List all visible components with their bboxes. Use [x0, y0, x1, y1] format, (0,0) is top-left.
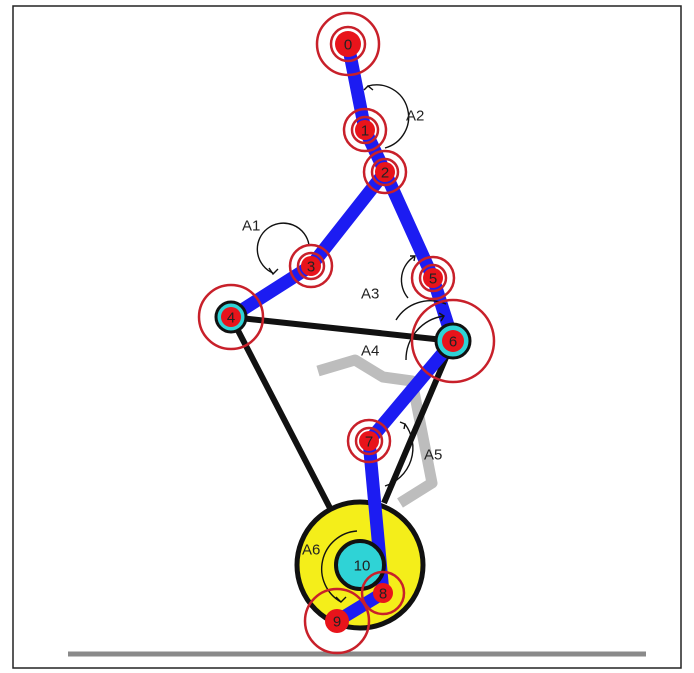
- ring-1-inner: [350, 115, 380, 145]
- joint-7-disc: [359, 431, 379, 451]
- arc-a1-arrow: [268, 267, 279, 276]
- joint-4-disc: [221, 307, 241, 327]
- angle-label-a2: A2: [406, 108, 424, 125]
- ring-2-inner: [370, 157, 400, 187]
- link-6-7-8-9: [330, 334, 460, 628]
- joint-label-10: 10: [354, 558, 371, 575]
- arc-a2-arrow: [363, 85, 374, 91]
- joint-9-disc: [325, 609, 349, 633]
- joint-label-9: 9: [333, 614, 341, 631]
- ring-0-inner: [329, 25, 367, 63]
- bar-4-6: [230, 314, 454, 344]
- joint-8-disc: [373, 583, 393, 603]
- ring-4-outer: [197, 283, 265, 351]
- gray-bracket: [316, 354, 438, 508]
- bar-6-wheel: [381, 339, 456, 505]
- joint-label-6: 6: [449, 334, 457, 351]
- joint-label-5: 5: [429, 271, 437, 288]
- arc-a4: [405, 315, 445, 361]
- joint-5-disc: [423, 268, 443, 288]
- arc-a5-arrow: [399, 421, 406, 430]
- joint-labels: 0 1 2 3 4 5 6 7 8 9 10: [227, 37, 457, 631]
- joint-rings: [197, 11, 496, 655]
- joint-3-disc: [301, 256, 321, 276]
- ring-8-outer: [360, 570, 406, 616]
- joint-label-3: 3: [307, 259, 315, 276]
- joint-label-4: 4: [227, 310, 235, 327]
- arc-a4-arrow: [438, 312, 445, 322]
- frame-bars: [228, 314, 456, 512]
- ring-7-outer: [346, 418, 392, 464]
- angle-label-a6: A6: [302, 542, 320, 559]
- arc-a1: [256, 222, 310, 274]
- arc-a6-arrow: [335, 596, 347, 603]
- arc-a3-arrow: [410, 255, 416, 262]
- ring-3-inner: [296, 251, 326, 281]
- joint-label-2: 2: [381, 165, 389, 182]
- angle-labels: A1 A2 A3 A4 A5 A6: [242, 108, 442, 559]
- joint-6-disc: [442, 330, 464, 352]
- joint-2-disc: [375, 162, 395, 182]
- pivot-10-cyan: [334, 539, 386, 591]
- ring-9-outer: [303, 587, 371, 655]
- angle-arcs: [256, 84, 447, 603]
- arc-a5: [384, 423, 414, 487]
- ring-5-outer: [410, 255, 456, 301]
- arc-a6: [320, 530, 358, 603]
- joint-discs: [221, 31, 464, 633]
- joint-0-disc: [335, 31, 361, 57]
- arc-a3: [400, 255, 416, 299]
- angle-label-a5: A5: [424, 447, 442, 464]
- ring-2-outer: [362, 149, 408, 195]
- joint-label-0: 0: [344, 37, 352, 54]
- joint-label-7: 7: [365, 434, 373, 451]
- ring-3-outer: [288, 243, 334, 289]
- ring-5-inner: [418, 263, 448, 293]
- bar-4-wheel: [228, 315, 334, 512]
- angle-label-a1: A1: [242, 218, 260, 235]
- joint-1-disc: [355, 120, 375, 140]
- ring-0-outer: [315, 11, 381, 77]
- arc-a2: [367, 84, 410, 149]
- joint-label-1: 1: [361, 123, 369, 140]
- angle-label-a4: A4: [361, 343, 379, 360]
- ring-7-inner: [354, 426, 384, 456]
- ring-6-outer: [410, 298, 496, 384]
- ring-1-outer: [342, 107, 388, 153]
- joint-label-8: 8: [379, 586, 387, 603]
- angle-label-a3: A3: [361, 286, 379, 303]
